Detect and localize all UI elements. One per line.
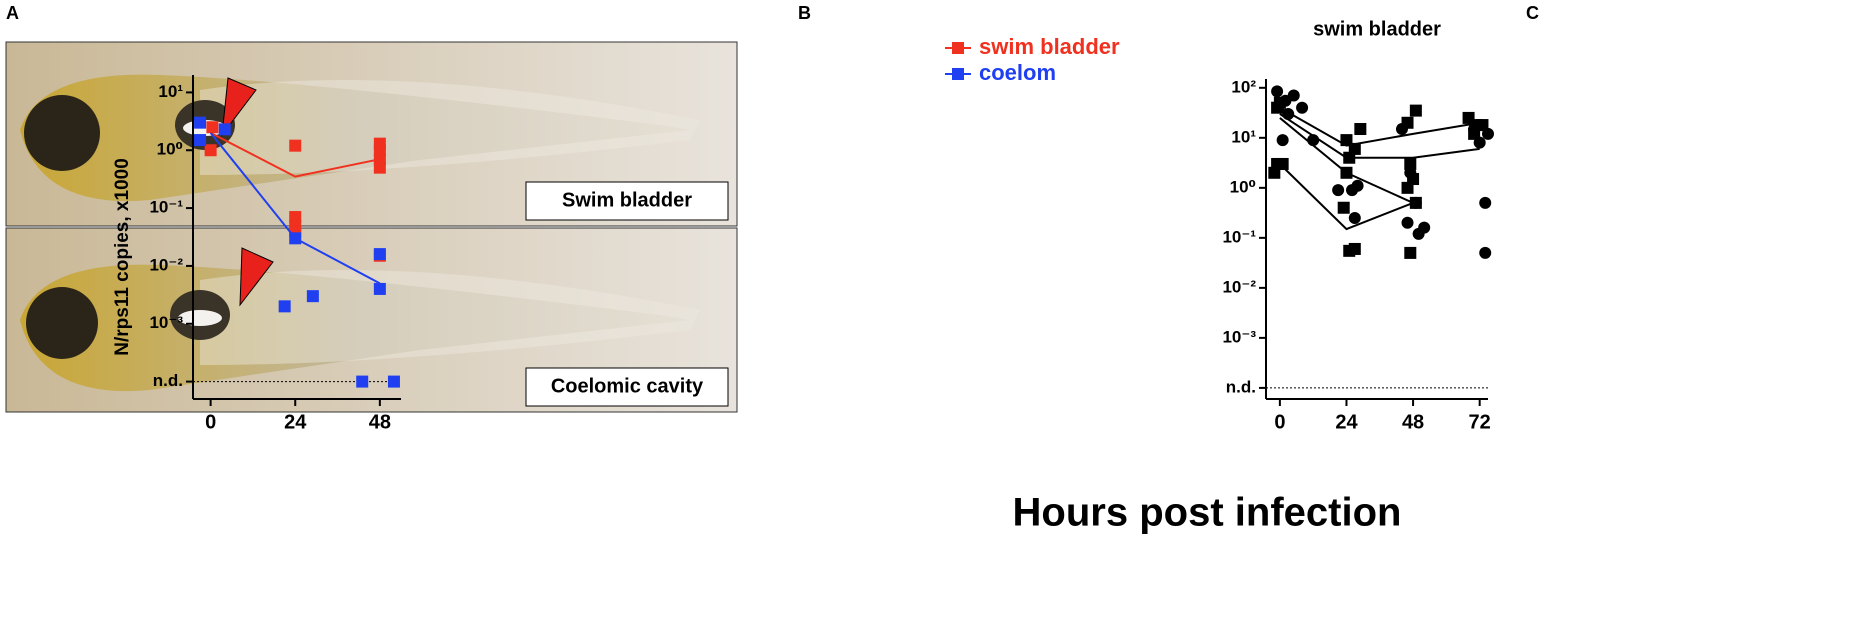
y-tick-label: 10⁻¹ [149,198,183,217]
photo-caption: Swim bladder [562,189,692,211]
chart-title: swim bladder [1313,18,1441,40]
panel-label: C [1526,3,1539,23]
point [1276,134,1289,147]
point [194,116,207,129]
y-tick-label: 10² [1231,77,1256,96]
y-axis-label: N/rps11 copies, x1000 [112,158,133,356]
point [1479,246,1492,259]
photo-bottom: Coelomic cavity [5,227,738,413]
point [1348,211,1361,224]
y-tick-label: 10¹ [1231,127,1256,146]
y-tick-label: 10⁻² [1222,277,1256,296]
legend-marker [952,42,964,54]
point [1351,179,1364,192]
point [373,282,386,295]
y-tick-label: n.d. [1226,377,1256,396]
point [1287,89,1300,102]
point [218,123,231,136]
point [1479,196,1492,209]
point [373,161,386,174]
point [1409,104,1422,117]
y-tick-label: n.d. [153,371,183,390]
point [1296,101,1309,114]
point [289,139,302,152]
point [204,144,217,157]
mean-line [1279,163,1414,231]
point [206,121,219,134]
y-tick-label: 10⁰ [1230,177,1256,196]
point [1418,221,1431,234]
point [1348,142,1361,155]
photo-top: Swim bladder [5,41,738,227]
point [1276,157,1289,170]
point [1404,246,1417,259]
point [1348,242,1361,255]
mean-line [210,131,381,178]
y-tick-label: 10¹ [158,82,183,101]
point [1476,119,1489,132]
x-tick-label: 24 [1335,411,1358,433]
photo-caption: Coelomic cavity [551,375,704,397]
point [1271,85,1284,98]
x-tick-label: 0 [1274,411,1285,433]
point [1401,216,1414,229]
point [1332,184,1345,197]
point [387,375,400,388]
panel-label: A [6,3,19,23]
point [1354,123,1367,136]
point [1409,196,1422,209]
point [1307,134,1320,147]
point [306,290,319,303]
point [194,134,207,147]
x-tick-label: 48 [369,411,391,433]
mean-line [1279,106,1480,147]
point [1401,181,1414,194]
x-tick-label: 0 [205,411,216,433]
legend-label: coelom [979,60,1056,85]
point [1404,157,1417,170]
point [373,248,386,261]
x-tick-label: 72 [1469,411,1491,433]
point [278,300,291,313]
y-tick-label: 10⁰ [157,140,183,159]
y-tick-label: 10⁻¹ [1222,227,1256,246]
point [289,232,302,245]
point [1273,96,1286,109]
point [1282,107,1295,120]
y-tick-label: 10⁻³ [149,313,183,332]
legend-marker [952,68,964,80]
x-axis-label: Hours post infection [1013,491,1402,535]
point [1337,201,1350,214]
point [1401,116,1414,129]
point [1340,166,1353,179]
point [356,375,369,388]
legend-label: swim bladder [979,34,1120,59]
y-tick-label: 10⁻³ [1222,327,1256,346]
y-tick-label: 10⁻² [149,255,183,274]
panel-label: B [798,3,811,23]
x-tick-label: 48 [1402,411,1424,433]
x-tick-label: 24 [284,411,307,433]
